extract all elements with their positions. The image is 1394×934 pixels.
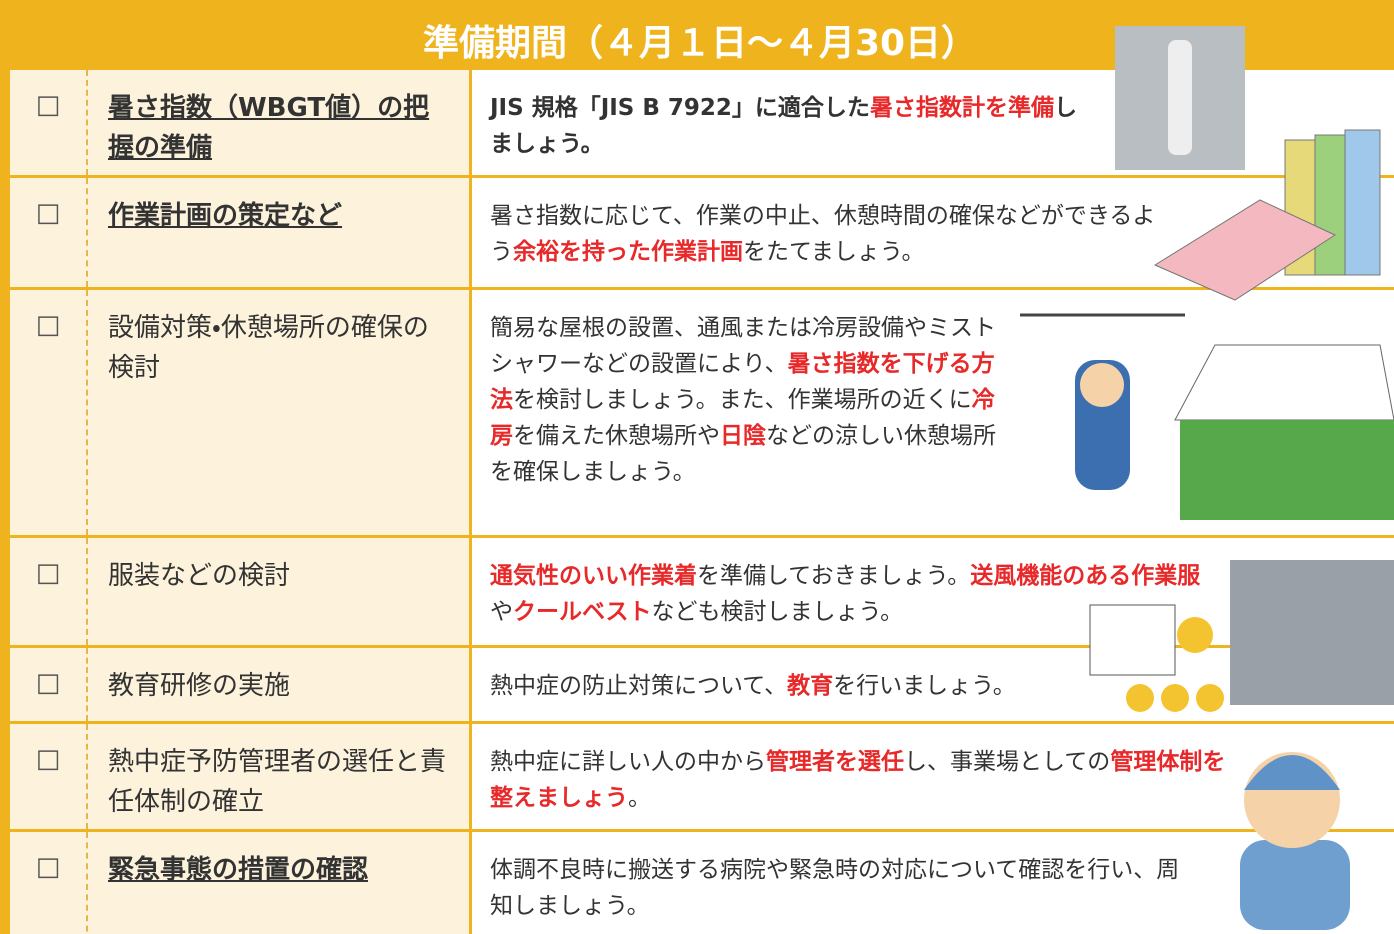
- highlight: 暑さ指数計を準備: [869, 95, 1054, 121]
- text: 熱中症に詳しい人の中から: [490, 749, 766, 775]
- text: JIS 規格「JIS B 7922」に適合した: [490, 95, 870, 121]
- title: 準備期間（４月１日～４月30日）: [422, 23, 978, 64]
- manager: [1240, 840, 1350, 930]
- highlight: クールベスト: [513, 599, 652, 625]
- trainee: [1161, 684, 1189, 712]
- description: 体調不良時に搬送する病院や緊急時の対応について確認を行い、周知しましょう。: [472, 832, 1202, 934]
- checkbox: □: [10, 178, 88, 287]
- trainer: [1177, 617, 1213, 653]
- thermometer: [1168, 40, 1192, 155]
- highlight: 管理者を選任: [766, 749, 904, 775]
- clipboard: [1153, 199, 1337, 301]
- description: 通気性のいい作業着を準備しておきましょう。送風機能のある作業服やクールベストなど…: [472, 538, 1202, 645]
- item: 服装などの検討: [88, 538, 472, 645]
- checklist: □ 暑さ指数（WBGT値）の把握の準備 JIS 規格「JIS B 7922」に適合し…: [10, 70, 1394, 934]
- checkbox: □: [10, 724, 88, 829]
- tent: [1174, 344, 1394, 421]
- row: □ 緊急事態の措置の確認 体調不良時に搬送する病院や緊急時の対応について確認を行い、…: [10, 832, 1394, 934]
- border: [0, 0, 10, 934]
- checkbox: □: [10, 832, 88, 934]
- highlight: 通気性のいい作業着: [490, 563, 697, 589]
- manager-cap: [1244, 755, 1340, 790]
- item: 暑さ指数（WBGT値）の把握の準備: [88, 70, 472, 175]
- binder: [1314, 134, 1346, 276]
- item: 設備対策・休憩場所の確保の検討: [88, 290, 472, 535]
- highlight: 送風機能のある作業服: [970, 563, 1201, 589]
- item: 教育研修の実施: [88, 648, 472, 721]
- row: □ 設備対策・休憩場所の確保の検討 簡易な屋根の設置、通風または冷房設備やミストシャ…: [10, 290, 1394, 538]
- highlight: 暑さ指数を下げる方法: [490, 351, 995, 413]
- row: □ 暑さ指数（WBGT値）の把握の準備 JIS 規格「JIS B 7922」に適合し…: [10, 70, 1394, 178]
- text: や: [490, 599, 513, 625]
- checkbox: □: [10, 538, 88, 645]
- binder: [1344, 129, 1381, 276]
- item: 熱中症予防管理者の選任と責任体制の確立: [88, 724, 472, 829]
- text: 体調不良時に搬送する病院や緊急時の対応について確認を行い、周知しましょう。: [490, 857, 1180, 919]
- description: 暑さ指数に応じて、作業の中止、休憩時間の確保などができるよう余裕を持った作業計画…: [472, 178, 1172, 287]
- text: をたてましょう。: [743, 239, 925, 265]
- row: □ 服装などの検討 通気性のいい作業着を準備しておきましょう。送風機能のある作業服や…: [10, 538, 1394, 648]
- highlight: 日陰: [720, 423, 766, 449]
- item: 緊急事態の措置の確認: [88, 832, 472, 934]
- whiteboard: [1089, 604, 1176, 676]
- vest-photo: [1230, 560, 1394, 705]
- text: を検討しましょう。また、作業場所の近くに: [513, 387, 972, 413]
- text: を行いましょう。: [833, 673, 1016, 699]
- worker-head: [1080, 363, 1124, 407]
- text: を準備しておきましょう。: [697, 563, 971, 589]
- highlight: 余裕を持った作業計画: [513, 239, 743, 265]
- text: し、事業場としての: [904, 749, 1111, 775]
- description: 熱中症の防止対策について、教育を行いましょう。: [472, 648, 1112, 721]
- checkbox: □: [10, 70, 88, 175]
- highlight: 教育: [787, 673, 834, 699]
- row: □ 教育研修の実施 熱中症の防止対策について、教育を行いましょう。: [10, 648, 1394, 724]
- text: 熱中症の防止対策について、: [490, 673, 788, 699]
- text: を備えた休憩場所や: [513, 423, 720, 449]
- description: JIS 規格「JIS B 7922」に適合した暑さ指数計を準備しましょう。: [472, 70, 1092, 175]
- text: 。: [628, 785, 651, 811]
- highlight: 管理体制を整えましょう: [490, 749, 1226, 811]
- text: なども検討しましょう。: [651, 599, 904, 625]
- highlight: 冷房: [490, 387, 995, 449]
- checkbox: □: [10, 648, 88, 721]
- description: 熱中症に詳しい人の中から管理者を選任し、事業場としての管理体制を整えましょう。: [472, 724, 1232, 829]
- row: □ 熱中症予防管理者の選任と責任体制の確立 熱中症に詳しい人の中から管理者を選任し、…: [10, 724, 1394, 832]
- row: □ 作業計画の策定など 暑さ指数に応じて、作業の中止、休憩時間の確保などができるよう…: [10, 178, 1394, 290]
- text: などの涼しい休憩場所を確保しましょう。: [490, 423, 996, 485]
- trees: [1180, 420, 1394, 520]
- text: 暑さ指数に応じて、作業の中止、休憩時間の確保などができるよう: [490, 203, 1156, 265]
- trainee: [1126, 684, 1154, 712]
- text: 簡易な屋根の設置、通風または冷房設備やミストシャワーなどの設置により、: [490, 315, 996, 377]
- trainee: [1196, 684, 1224, 712]
- checkbox: □: [10, 290, 88, 535]
- item: 作業計画の策定など: [88, 178, 472, 287]
- text: しましょう。: [490, 95, 1077, 157]
- description: 簡易な屋根の設置、通風または冷房設備やミストシャワーなどの設置により、暑さ指数を…: [472, 290, 1012, 535]
